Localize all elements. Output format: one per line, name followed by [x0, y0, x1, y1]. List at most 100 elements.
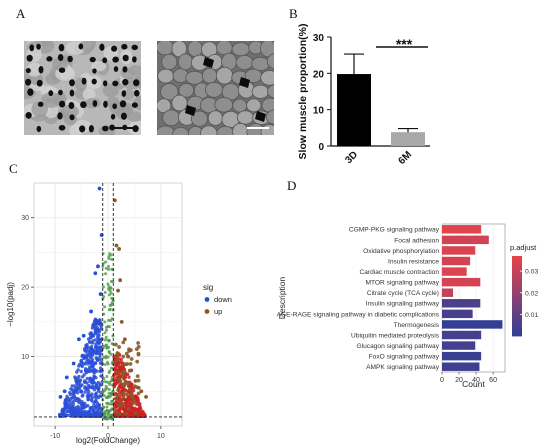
ns-point [103, 305, 107, 309]
down-point [86, 397, 90, 401]
dark-fiber [46, 56, 53, 62]
down-point [97, 403, 101, 407]
category-label: 3D [343, 149, 360, 166]
down-point [94, 356, 98, 360]
up-point [117, 365, 122, 370]
up-point [116, 392, 121, 397]
up-point [139, 389, 144, 394]
up-point [121, 387, 125, 391]
x-tick-label: 0 [440, 377, 444, 384]
down-point [76, 391, 80, 395]
down-point [93, 331, 97, 336]
ns-point [105, 405, 109, 409]
ns-point [102, 376, 106, 380]
down-point [85, 376, 90, 381]
down-point [93, 271, 98, 276]
dark-fiber [69, 114, 75, 121]
up-point [132, 398, 137, 403]
ns-point [109, 319, 113, 323]
muscle-fiber [178, 83, 195, 98]
dark-fiber [68, 101, 75, 109]
down-point [82, 373, 86, 377]
dark-fiber [48, 90, 54, 97]
dark-fiber [112, 80, 119, 87]
down-point [74, 405, 79, 410]
up-point [123, 337, 127, 342]
scale-bar [247, 127, 269, 129]
dark-fiber [92, 68, 97, 74]
up-point [129, 357, 134, 361]
ns-point [109, 286, 113, 290]
panel-label-c: C [9, 161, 18, 176]
x-tick-label: 40 [472, 377, 480, 384]
ns-point [103, 290, 107, 294]
up-point [127, 348, 132, 353]
ns-point [109, 352, 113, 356]
ns-point [110, 375, 114, 379]
dark-fiber [36, 125, 42, 133]
muscle-fiber [190, 110, 208, 127]
enrichment-bar [442, 309, 473, 319]
down-point [79, 389, 84, 393]
ns-point [107, 350, 111, 354]
up-point [125, 381, 130, 386]
up-point [121, 372, 126, 376]
up-point [117, 377, 122, 382]
down-point [79, 359, 83, 363]
up-point [136, 385, 141, 390]
down-point [98, 369, 103, 373]
ns-point [105, 386, 109, 390]
down-point [90, 326, 95, 330]
y-tick-label: 20 [313, 69, 325, 80]
up-point [125, 401, 129, 406]
up-point [117, 411, 122, 416]
down-point [77, 337, 81, 342]
down-point [75, 387, 79, 392]
down-point [94, 376, 98, 380]
ns-point [110, 392, 114, 396]
down-point [70, 409, 74, 414]
dark-fiber [58, 89, 63, 96]
down-point [89, 406, 93, 410]
down-point [81, 393, 85, 397]
down-point [80, 403, 84, 407]
up-point [115, 363, 119, 368]
down-point [70, 384, 74, 388]
dark-fiber [81, 77, 87, 85]
up-point [126, 406, 131, 411]
legend-gradient-step [512, 280, 522, 284]
dark-fiber [69, 89, 75, 97]
down-point [83, 390, 87, 394]
up-point [136, 391, 141, 396]
dark-fiber [25, 67, 31, 74]
up-point [138, 402, 142, 406]
down-point [74, 378, 79, 383]
legend-gradient-step [512, 330, 522, 334]
down-point [80, 383, 84, 387]
down-point [87, 394, 92, 398]
legend-gradient-step [512, 328, 522, 332]
dark-fiber [122, 78, 129, 86]
volcano-plot-c: -10 0 10 10 20 30 log2(FoldChange) −log10(padj)… [6, 182, 232, 445]
down-point [98, 382, 102, 387]
pathway-label: Oxidative phosphorylation [363, 248, 439, 255]
dark-fiber [78, 43, 84, 50]
legend-label-up: up [214, 307, 222, 316]
ns-point [110, 296, 114, 300]
pathway-label: Insulin resistance [388, 258, 439, 265]
down-point [88, 336, 93, 340]
ns-point [108, 252, 112, 256]
up-point [126, 354, 130, 359]
dark-fiber [132, 125, 139, 133]
dark-fiber [102, 80, 108, 87]
down-point [94, 384, 98, 389]
down-point [91, 380, 95, 385]
dark-fiber [185, 105, 196, 116]
pathway-label: Citrate cycle (TCA cycle) [367, 290, 439, 297]
up-point [118, 403, 123, 408]
up-point [133, 414, 138, 418]
up-point [119, 319, 124, 324]
down-point [92, 388, 97, 392]
legend-gradient-step [512, 306, 522, 310]
muscle-fiber [102, 83, 120, 98]
